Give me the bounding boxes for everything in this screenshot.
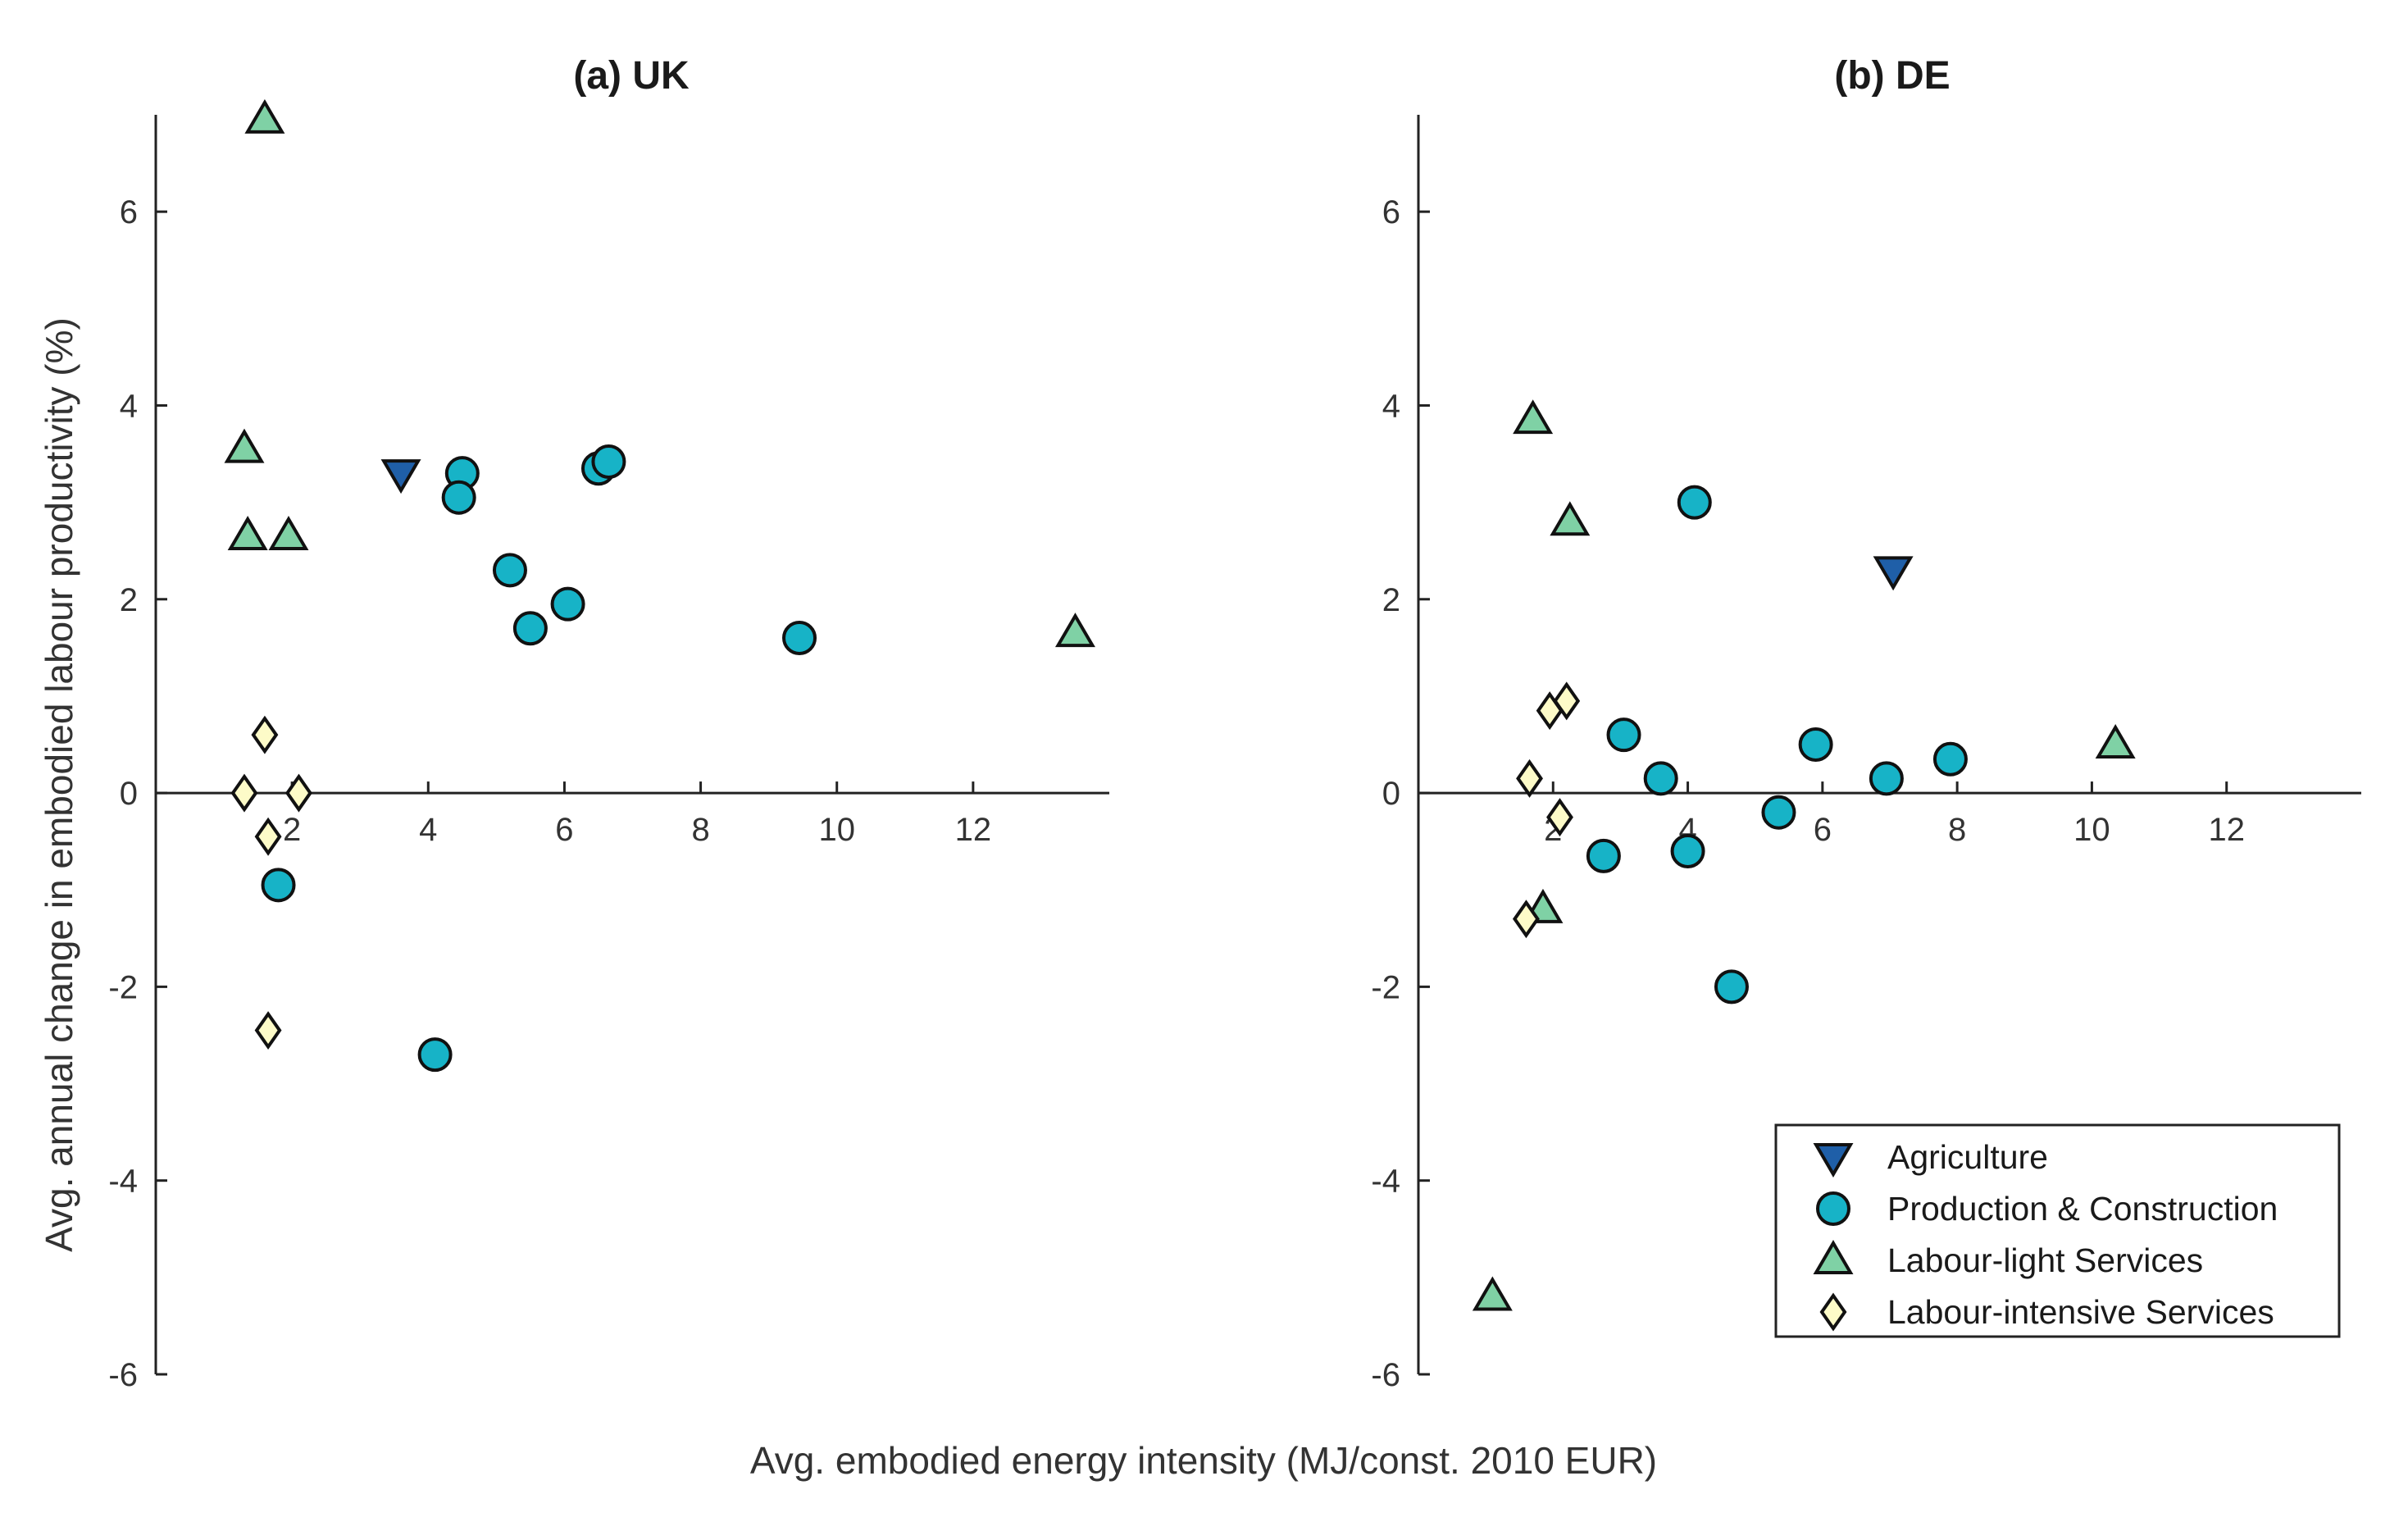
legend-box <box>1774 1123 2341 1338</box>
point-production-and-construction-uk <box>782 621 817 656</box>
y-tick-label-uk: -2 <box>108 969 138 1005</box>
point-production-and-construction-de <box>1606 718 1641 753</box>
data-points-uk <box>224 98 1095 1073</box>
point-labour-light-services-de <box>1550 501 1591 536</box>
x-tick-label-uk: 10 <box>818 812 855 848</box>
y-tick-label-uk: -4 <box>108 1164 138 1200</box>
panel-title-de: (b) DE <box>1834 54 1950 98</box>
legend-label-agriculture: Agriculture <box>1887 1138 2048 1176</box>
x-tick-label-uk: 6 <box>555 812 573 848</box>
point-production-and-construction-de <box>1932 741 1968 777</box>
point-production-and-construction-uk <box>512 611 548 646</box>
y-tick-label-de: 0 <box>1382 776 1400 812</box>
y-tick-label-de: 2 <box>1382 582 1400 618</box>
x-tick-label-uk: 12 <box>955 812 992 848</box>
point-production-and-construction-de <box>1677 485 1712 520</box>
point-labour-intensive-services-uk <box>251 715 279 754</box>
x-tick-label-uk: 2 <box>283 812 301 848</box>
point-labour-light-services-de <box>2095 724 2136 758</box>
point-labour-light-services-uk <box>224 428 265 463</box>
panel-title-uk: (a) UK <box>573 54 690 98</box>
y-tick-label-uk: -6 <box>108 1357 138 1393</box>
point-labour-light-services-de <box>1472 1276 1513 1311</box>
x-tick-label-de: 12 <box>2208 812 2245 848</box>
point-production-and-construction-uk <box>550 586 585 622</box>
legend-label-labour-light-services: Labour-light Services <box>1887 1241 2203 1279</box>
y-tick-label-de: -4 <box>1371 1164 1400 1200</box>
point-labour-light-services-uk <box>1054 613 1095 648</box>
point-production-and-construction-uk <box>441 480 476 515</box>
point-labour-intensive-services-de <box>1516 758 1543 798</box>
point-production-and-construction-uk <box>492 553 527 588</box>
point-labour-light-services-uk <box>268 515 309 550</box>
x-axis-label: Avg. embodied energy intensity (MJ/const… <box>750 1439 1657 1482</box>
legend-item-agriculture: Agriculture <box>1813 1138 2048 1178</box>
point-labour-intensive-services-uk <box>230 773 258 813</box>
point-agriculture-de <box>1873 556 1914 591</box>
y-tick-label-uk: 2 <box>120 582 138 618</box>
point-labour-intensive-services-de <box>1546 798 1573 837</box>
point-production-and-construction-uk <box>417 1037 453 1073</box>
x-tick-label-de: 10 <box>2073 812 2110 848</box>
y-tick-label-de: -6 <box>1371 1357 1400 1393</box>
data-points-de <box>1472 399 2136 1311</box>
x-tick-label-de: 8 <box>1948 812 1966 848</box>
point-labour-light-services-de <box>1513 399 1554 435</box>
legend-item-production-and-construction: Production & Construction <box>1816 1190 2278 1228</box>
point-labour-intensive-services-de <box>1553 681 1581 721</box>
point-production-and-construction-de <box>1670 833 1705 868</box>
legend: Agriculture Production & Construction Labo… <box>1774 1123 2341 1338</box>
point-production-and-construction-de <box>1869 761 1904 796</box>
x-tick-label-uk: 4 <box>419 812 437 848</box>
legend-marker-agriculture <box>1813 1143 1854 1178</box>
y-tick-label-de: 4 <box>1382 388 1400 424</box>
y-tick-label-uk: 4 <box>120 388 138 424</box>
point-agriculture-uk <box>380 459 421 494</box>
axes-uk <box>154 115 1109 1376</box>
point-production-and-construction-de <box>1798 727 1833 762</box>
point-labour-intensive-services-uk <box>254 1011 282 1050</box>
point-production-and-construction-de <box>1761 795 1796 830</box>
legend-marker-labour-light-services <box>1813 1240 1854 1274</box>
legend-label-production-and-construction: Production & Construction <box>1887 1190 2278 1228</box>
y-tick-label-de: -2 <box>1371 969 1400 1005</box>
point-production-and-construction-de <box>1714 969 1749 1004</box>
point-labour-light-services-uk <box>244 98 285 134</box>
legend-item-labour-light-services: Labour-light Services <box>1813 1240 2203 1279</box>
point-production-and-construction-de <box>1643 761 1678 796</box>
y-tick-label-de: 6 <box>1382 194 1400 230</box>
y-tick-label-uk: 0 <box>120 776 138 812</box>
point-labour-intensive-services-uk <box>254 817 282 856</box>
y-axis-label: Avg. annual change in embodied labour pr… <box>38 317 80 1252</box>
point-labour-light-services-uk <box>227 515 268 550</box>
panel-uk: (a) UK -6 -4 -2 0 2 4 6 2 4 6 8 10 12 <box>108 54 1109 1393</box>
point-labour-intensive-services-uk <box>285 773 312 813</box>
legend-item-labour-intensive-services: Labour-intensive Services <box>1819 1292 2274 1332</box>
point-production-and-construction-uk <box>591 444 626 479</box>
point-production-and-construction-uk <box>261 868 296 903</box>
legend-label-labour-intensive-services: Labour-intensive Services <box>1887 1293 2274 1331</box>
x-tick-label-uk: 8 <box>691 812 709 848</box>
point-labour-intensive-services-de <box>1512 900 1540 939</box>
point-production-and-construction-de <box>1586 838 1621 873</box>
tick-labels-uk: -6 -4 -2 0 2 4 6 2 4 6 8 10 12 <box>108 194 991 1393</box>
x-tick-label-de: 6 <box>1814 812 1832 848</box>
y-tick-label-uk: 6 <box>120 194 138 230</box>
legend-marker-labour-intensive-services <box>1819 1292 1847 1332</box>
legend-marker-production-and-construction <box>1816 1191 1850 1226</box>
